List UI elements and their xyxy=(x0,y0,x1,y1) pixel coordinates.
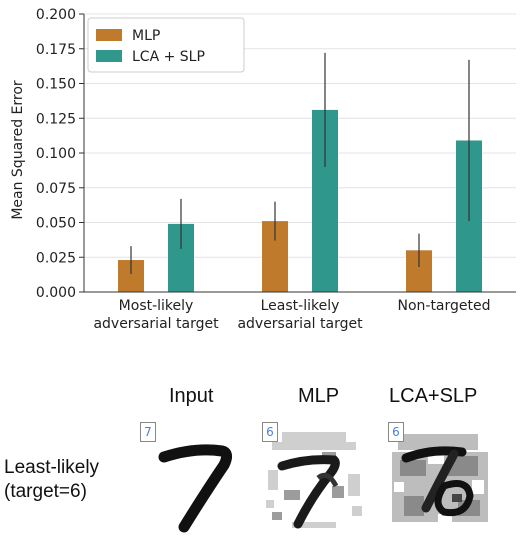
y-tick-label: 0.125 xyxy=(36,111,76,127)
x-tick-label: Most-likely xyxy=(119,298,194,314)
mse-bar-chart: 0.000 0.025 0.050 0.075 0.100 0.125 0.150 0.175… xyxy=(10,7,516,332)
x-tick-label: Non-targeted xyxy=(397,298,490,314)
y-tick-label: 0.150 xyxy=(36,77,76,93)
y-tick-label: 0.025 xyxy=(36,250,76,266)
header-lca-slp: LCA+SLP xyxy=(389,385,478,407)
bars xyxy=(118,52,482,292)
y-tick-label: 0.075 xyxy=(36,181,76,197)
legend-swatch-lca-slp xyxy=(96,50,122,62)
y-tick-label: 0.175 xyxy=(36,42,76,58)
legend-box xyxy=(87,17,245,73)
row-label-line1: Least-likely xyxy=(4,457,100,478)
header-input: Input xyxy=(169,385,214,407)
row-label: Least-likely (target=6) xyxy=(4,456,99,504)
x-tick-label: Least-likely xyxy=(261,298,340,314)
mlp-adversarial-image xyxy=(262,430,366,534)
x-axis: Most-likely adversarial target Least-likel… xyxy=(93,298,490,332)
legend: MLP LCA + SLP xyxy=(87,17,245,73)
x-tick-label: adversarial target xyxy=(93,316,219,332)
legend-swatch-mlp xyxy=(96,29,122,41)
y-tick-label: 0.100 xyxy=(36,146,76,162)
y-axis-label: Mean Squared Error xyxy=(10,80,26,220)
input-digit-image xyxy=(150,435,254,539)
row-label-line2: (target=6) xyxy=(4,481,87,502)
y-tick-label: 0.200 xyxy=(36,7,76,23)
x-tick-label: adversarial target xyxy=(237,316,363,332)
y-tick-label: 0.000 xyxy=(36,285,76,301)
y-tick-label: 0.050 xyxy=(36,216,76,232)
grid-lines xyxy=(84,13,516,293)
lca-slp-badge: 6 xyxy=(388,422,404,442)
input-badge: 7 xyxy=(140,422,156,442)
header-mlp: MLP xyxy=(298,385,340,407)
legend-label-mlp: MLP xyxy=(132,28,160,44)
y-axis: 0.000 0.025 0.050 0.075 0.100 0.125 0.150 0.175… xyxy=(36,7,516,301)
mlp-badge: 6 xyxy=(262,422,278,442)
legend-label-lca-slp: LCA + SLP xyxy=(132,49,205,65)
lca-slp-adversarial-image xyxy=(388,430,492,534)
